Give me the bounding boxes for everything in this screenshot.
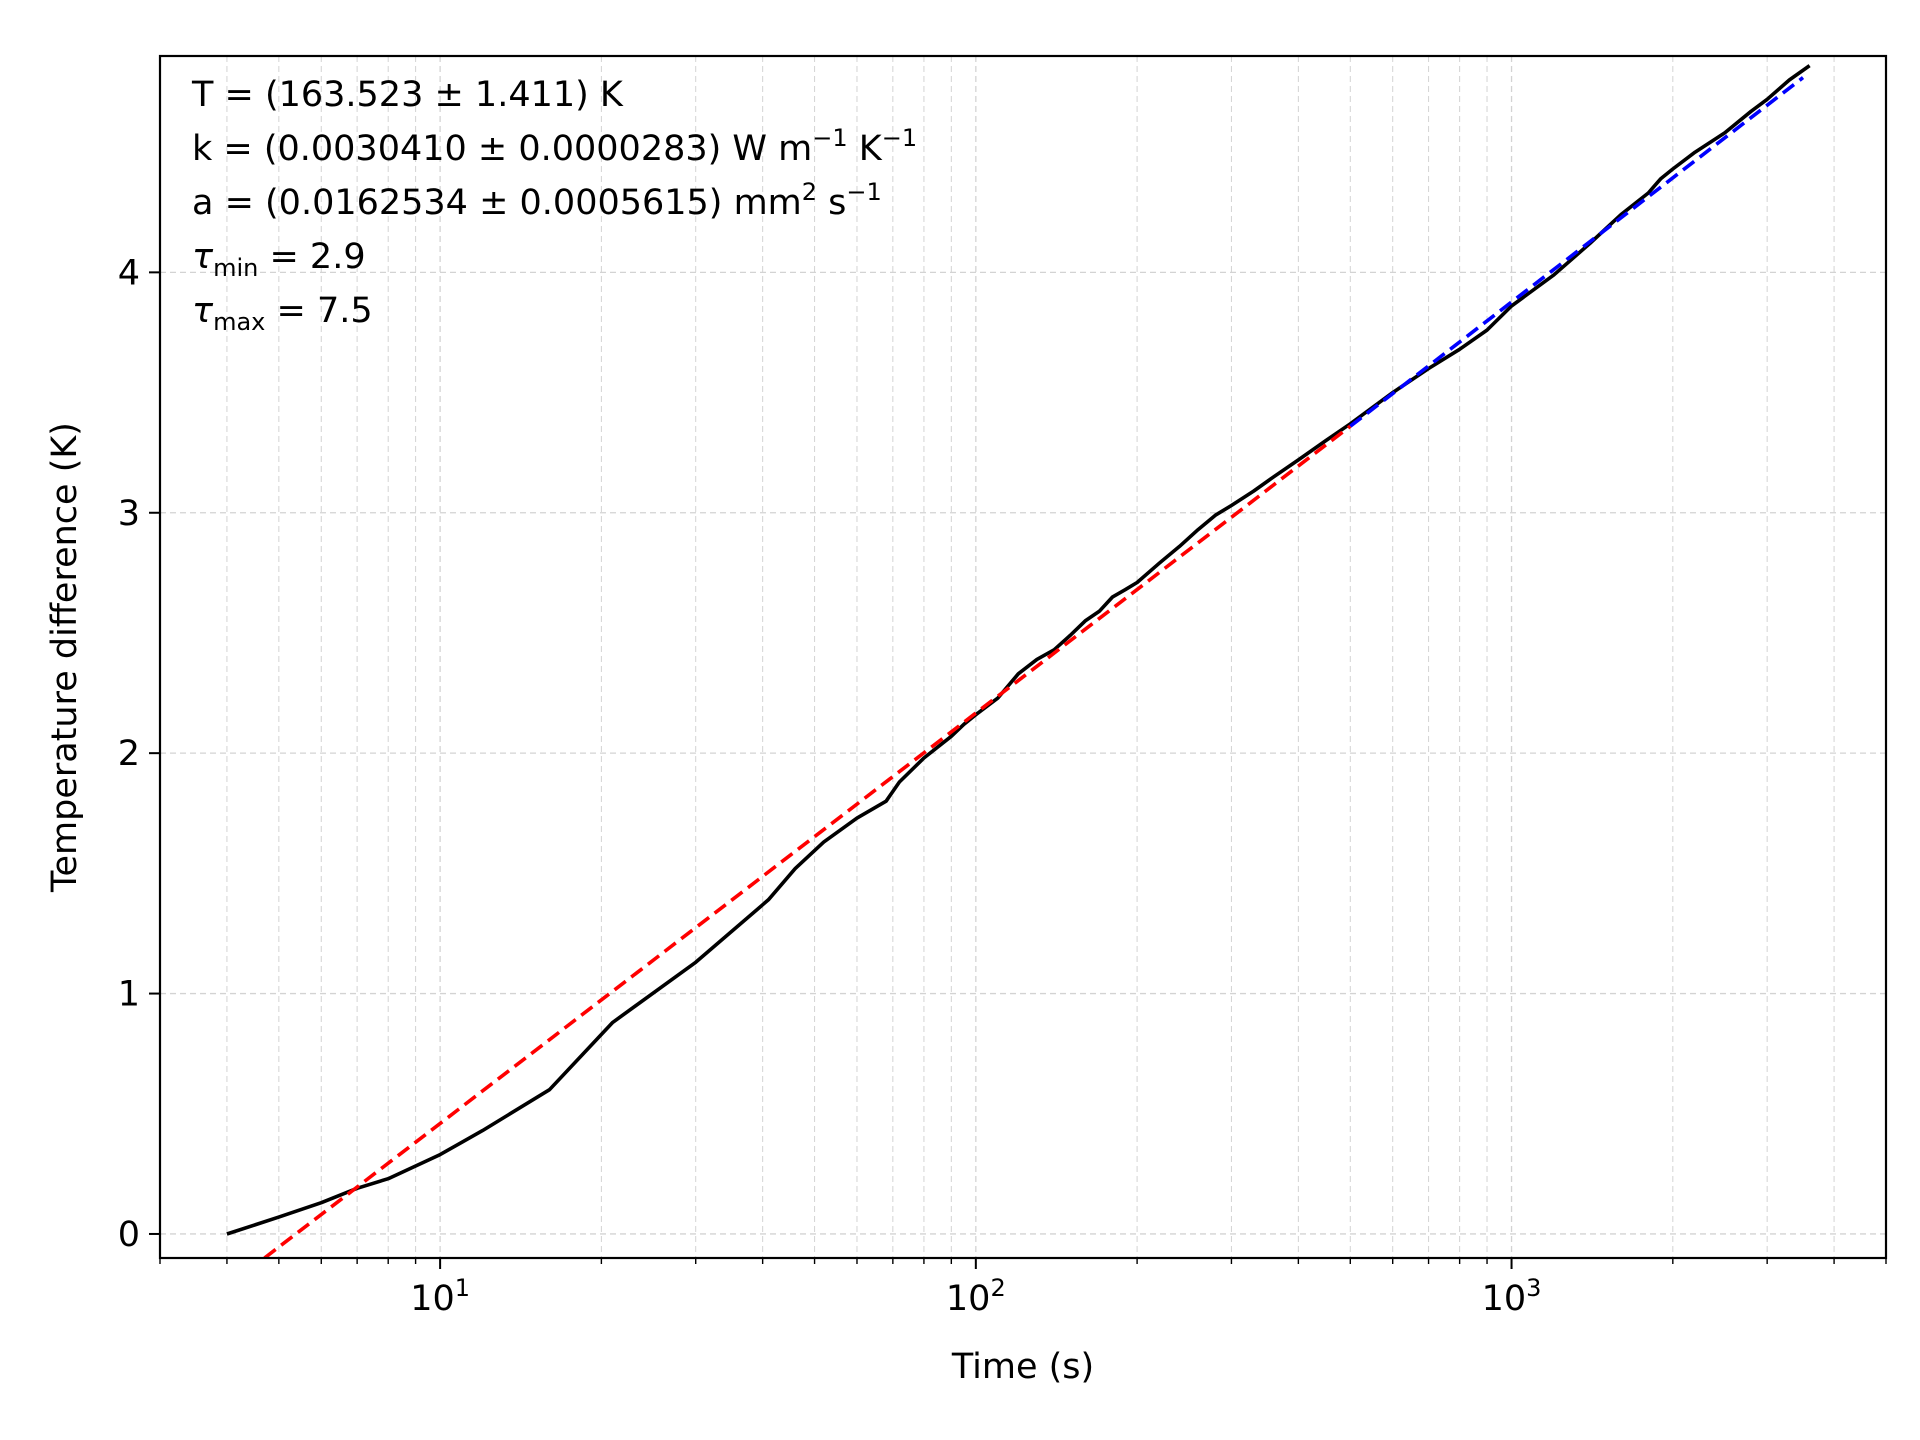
y-axis-ticks: 0 1 2 3 4 [118, 253, 160, 1255]
fit-line-red [263, 424, 1352, 1258]
annotation-line: T = (163.523 ± 1.411) K [191, 75, 624, 115]
annotation-text: s [817, 183, 846, 223]
fit-annotations: T = (163.523 ± 1.411) K k = (0.0030410 ± … [191, 75, 917, 336]
x-tick-label: 102 [946, 1274, 1006, 1319]
annotation-line: τmin = 2.9 [192, 237, 366, 282]
x-tick-label-base: 10 [1482, 1279, 1527, 1319]
annotation-text: = 7.5 [265, 291, 372, 331]
x-axis-ticks: 101 102 103 [159, 1258, 1887, 1319]
annotation-text: τ [192, 237, 214, 277]
x-axis-label: Time (s) [951, 1347, 1094, 1387]
annotation-line: a = (0.0162534 ± 0.0005615) mm2 s−1 [192, 178, 882, 223]
annotation-text: = 2.9 [258, 237, 365, 277]
data-curve [226, 64, 1811, 1236]
x-tick-label: 101 [410, 1274, 470, 1319]
x-tick-label-exponent: 2 [990, 1274, 1005, 1302]
x-tick-label: 103 [1482, 1274, 1542, 1319]
annotation-text: max [213, 308, 265, 336]
fit-line-blue [1349, 76, 1805, 428]
annotation-text: −1 [812, 124, 847, 152]
annotation-line: τmax = 7.5 [192, 291, 373, 336]
x-tick-label-exponent: 3 [1526, 1274, 1541, 1302]
annotation-text: a = (0.0162534 ± 0.0005615) mm [192, 183, 802, 223]
x-tick-label-exponent: 1 [455, 1274, 470, 1302]
y-tick-label: 4 [118, 253, 140, 293]
annotation-text: 2 [802, 178, 817, 206]
x-tick-label-base: 10 [410, 1279, 455, 1319]
annotation-text: K [848, 129, 883, 169]
annotation-text: τ [192, 291, 214, 331]
annotation-text: −1 [846, 178, 881, 206]
annotation-line: k = (0.0030410 ± 0.0000283) W m−1 K−1 [192, 124, 917, 169]
x-tick-label-base: 10 [946, 1279, 991, 1319]
annotation-text: min [213, 254, 258, 282]
grid-lines [159, 56, 1887, 1258]
plot-series [226, 64, 1811, 1258]
plot-frame [158, 54, 1888, 1260]
y-tick-label: 0 [118, 1215, 140, 1255]
annotation-text: −1 [882, 124, 917, 152]
annotation-text: T = (163.523 ± 1.411) K [191, 75, 624, 115]
y-axis-label: Temperature difference (K) [45, 422, 85, 893]
y-tick-label: 2 [118, 734, 140, 774]
y-tick-label: 3 [118, 494, 140, 534]
y-tick-label: 1 [118, 975, 140, 1015]
annotation-text: k = (0.0030410 ± 0.0000283) W m [192, 129, 812, 169]
